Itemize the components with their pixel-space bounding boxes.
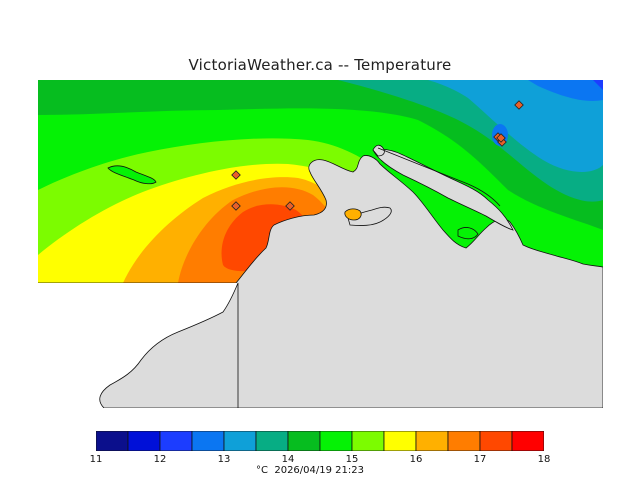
station-marker[interactable] (285, 201, 295, 211)
legend-swatch (319, 431, 353, 451)
legend-units: °C (256, 465, 268, 476)
station-marker[interactable] (514, 100, 524, 110)
legend-footer: °C 2026/04/19 21:23 (256, 465, 364, 476)
legend-tick-label: 13 (217, 454, 231, 465)
legend-swatch (127, 431, 161, 451)
legend-swatch (383, 431, 417, 451)
legend-swatch (287, 431, 321, 451)
legend-tick-label: 18 (537, 454, 551, 465)
legend-tick-label: 14 (281, 454, 295, 465)
land-island-west (107, 165, 157, 185)
legend-swatch (447, 431, 481, 451)
legend-swatch (415, 431, 449, 451)
land-peninsula (347, 206, 392, 226)
legend-tick-label: 11 (89, 454, 103, 465)
map-title: VictoriaWeather.ca -- Temperature (188, 56, 452, 74)
legend-swatch (96, 431, 129, 451)
land-east-islands (372, 148, 514, 231)
legend-tick-label: 17 (473, 454, 487, 465)
station-marker[interactable] (231, 201, 241, 211)
band-13-13-5 (428, 80, 603, 172)
legend-swatch (351, 431, 385, 451)
legend-tick-label: 12 (153, 454, 167, 465)
coastline-north (377, 147, 501, 207)
legend-colorbar (96, 431, 544, 451)
temperature-map (38, 80, 603, 408)
legend-swatch (511, 431, 544, 451)
legend-swatch (223, 431, 257, 451)
station-markers (231, 100, 524, 211)
legend-swatch (255, 431, 289, 451)
legend-timestamp: 2026/04/19 21:23 (274, 465, 364, 476)
legend-swatch (479, 431, 513, 451)
legend-tick-label: 15 (345, 454, 359, 465)
band-12-5-13 (528, 80, 603, 101)
band-12-13-edge (593, 80, 603, 90)
legend-tick-label: 16 (409, 454, 423, 465)
land-southwest (99, 282, 239, 408)
inlet-east (457, 227, 479, 240)
land-north-tip (372, 144, 385, 157)
legend-swatch (159, 431, 193, 451)
station-marker[interactable] (496, 133, 506, 143)
station-marker[interactable] (231, 170, 241, 180)
legend-swatch (191, 431, 225, 451)
islet-orange (344, 208, 362, 221)
